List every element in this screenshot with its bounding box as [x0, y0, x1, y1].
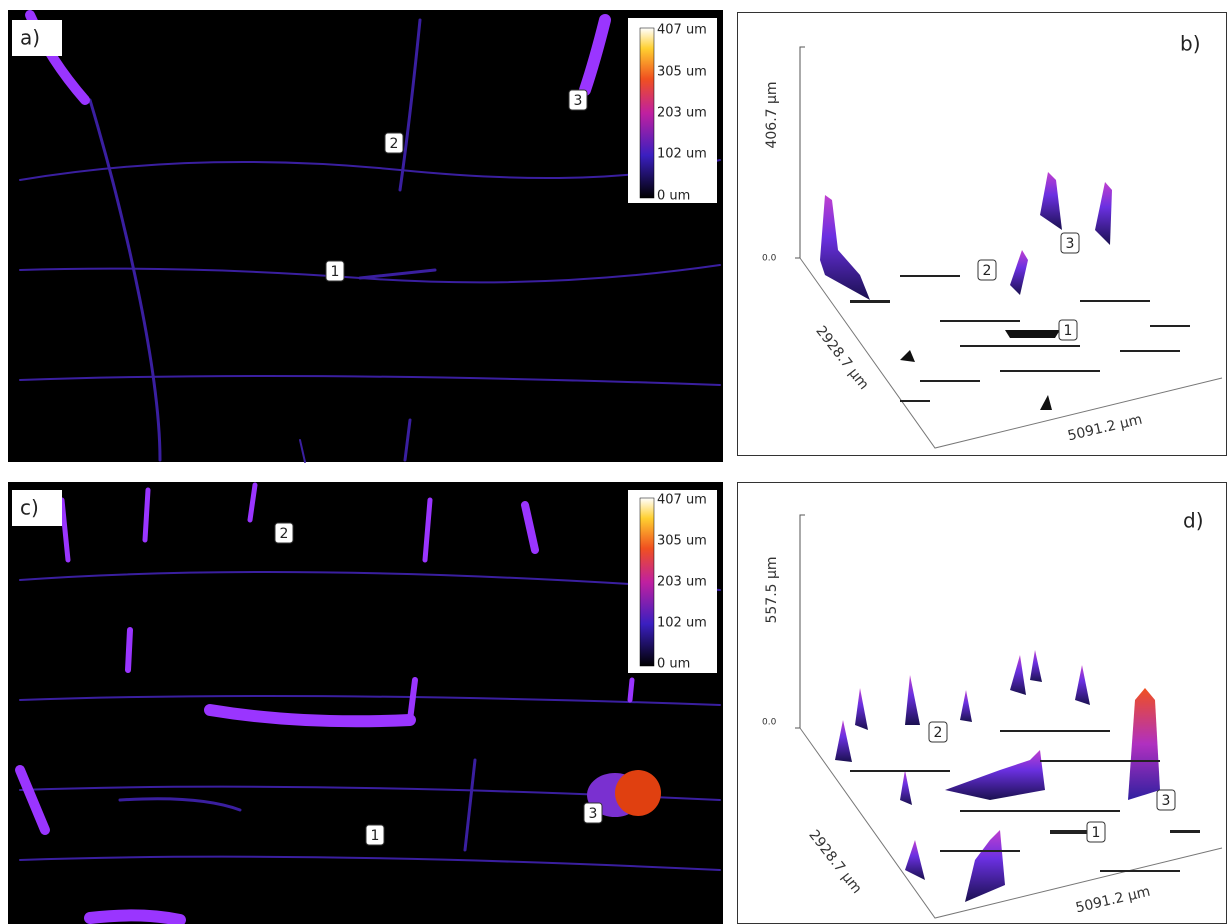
marker-box — [928, 721, 948, 743]
colorbar-label: 407 um — [657, 493, 707, 508]
markers: 1 2 3 — [274, 522, 603, 846]
height-map — [8, 482, 723, 924]
colorbar-label: 102 um — [657, 616, 707, 631]
marker-box — [274, 522, 294, 544]
panel-d: d) 557.5 µm 0.0 2928.7 µm 5091.2 µm 123 — [737, 482, 1227, 924]
marker-box — [1060, 232, 1080, 254]
panel-frame — [737, 12, 1227, 456]
surface — [835, 650, 1200, 902]
marker-box — [384, 132, 404, 154]
colorbar-label: 0 um — [657, 189, 690, 204]
surface — [820, 172, 1190, 410]
markers: 1 2 3 — [928, 721, 1176, 843]
marker-label: 1 — [1092, 825, 1101, 841]
marker-label: 1 — [1064, 323, 1073, 339]
colorbar-label: 305 um — [657, 534, 707, 549]
marker-label: 1 — [331, 264, 340, 280]
marker-label: 2 — [934, 725, 943, 741]
colorbar-label: 0 um — [657, 657, 690, 672]
panel-a: a) 407 um 305 um 203 um 102 um 0 um 1 2 3 — [8, 10, 723, 463]
panel-label: a) — [20, 26, 40, 50]
marker-box — [1156, 789, 1176, 811]
marker-label: 2 — [390, 136, 399, 152]
marker-box — [977, 259, 997, 281]
colorbar-label: 203 um — [657, 106, 707, 121]
colorbar-label: 203 um — [657, 575, 707, 590]
marker-box — [1086, 821, 1106, 843]
marker-label: 1 — [371, 828, 380, 844]
colorbar — [639, 497, 655, 667]
z-axis-label: 557.5 µm — [764, 556, 780, 623]
markers: 1 2 3 — [325, 89, 588, 282]
colorbar — [639, 27, 655, 199]
marker-label: 2 — [280, 526, 289, 542]
marker-box — [568, 89, 588, 111]
colorbar-label: 407 um — [657, 23, 707, 38]
z-axis — [795, 514, 805, 729]
marker-box — [325, 260, 345, 282]
panel-label: b) — [1180, 32, 1201, 56]
colorbar-label: 102 um — [657, 147, 707, 162]
marker-label: 2 — [983, 263, 992, 279]
height-map — [8, 10, 723, 462]
base-axes — [799, 257, 1223, 449]
marker-box — [1058, 319, 1078, 341]
panel-label: d) — [1183, 509, 1204, 533]
marker-label: 3 — [589, 806, 598, 822]
marker-label: 3 — [1066, 236, 1075, 252]
z-zero-label: 0.0 — [762, 254, 777, 264]
marker-box — [583, 802, 603, 824]
z-axis-label: 406.7 µm — [764, 81, 780, 148]
features — [15, 482, 721, 924]
colorbar-label: 305 um — [657, 65, 707, 80]
marker-label: 3 — [1162, 793, 1171, 809]
markers: 1 2 3 — [977, 232, 1080, 341]
panel-b: b) 406.7 µm 0.0 2928.7 µm 5091.2 µm 123 — [737, 12, 1227, 456]
marker-box — [365, 824, 385, 846]
z-zero-label: 0.0 — [762, 718, 777, 728]
z-axis — [795, 46, 805, 259]
panel-label: c) — [20, 496, 39, 520]
marker-label: 3 — [574, 93, 583, 109]
label-box — [12, 490, 62, 526]
label-box — [12, 20, 62, 56]
panel-c: c) 407 um 305 um 203 um 102 um 0 um 1 2 3 — [8, 482, 723, 924]
